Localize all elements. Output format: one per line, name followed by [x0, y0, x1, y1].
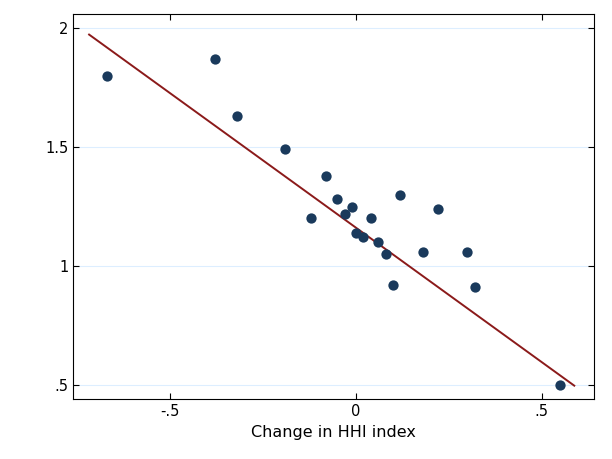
Point — [433, 205, 442, 213]
Point — [388, 281, 398, 289]
Point — [395, 191, 405, 198]
Point — [280, 146, 290, 153]
Point — [347, 203, 357, 210]
Point — [102, 72, 112, 79]
Point — [307, 215, 316, 222]
Point — [332, 196, 342, 203]
X-axis label: Change in HHI index: Change in HHI index — [251, 425, 416, 440]
Point — [418, 248, 428, 256]
Point — [555, 381, 565, 389]
Point — [232, 112, 242, 120]
Point — [373, 239, 383, 246]
Point — [359, 234, 368, 241]
Point — [321, 172, 331, 179]
Point — [463, 248, 472, 256]
Point — [381, 251, 390, 258]
Point — [366, 215, 376, 222]
Point — [340, 210, 349, 218]
Point — [210, 56, 220, 63]
Point — [351, 229, 360, 236]
Point — [470, 284, 480, 291]
